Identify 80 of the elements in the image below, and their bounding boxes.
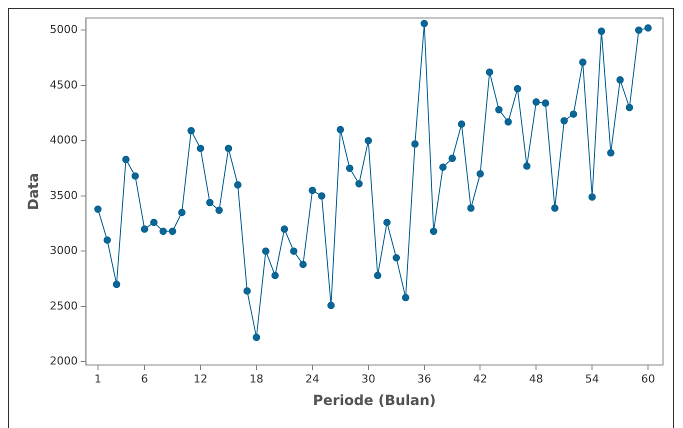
point [495, 106, 503, 114]
point [616, 76, 624, 84]
point [476, 170, 484, 178]
point [598, 28, 606, 35]
x-tick-label: 60 [641, 372, 656, 386]
point [252, 334, 260, 342]
x-tick-label: 42 [473, 372, 488, 386]
point [196, 144, 204, 152]
x-tick-label: 48 [529, 372, 544, 386]
point [308, 186, 316, 194]
point [523, 162, 531, 170]
point [327, 302, 335, 310]
y-tick-label: 2500 [50, 299, 78, 312]
point [588, 193, 596, 201]
point [280, 225, 288, 233]
point [234, 181, 242, 189]
point [299, 260, 307, 268]
point [532, 98, 540, 106]
point [514, 85, 522, 92]
point [402, 294, 410, 302]
point [132, 172, 139, 180]
point [542, 99, 550, 107]
y-tick-label: 5000 [50, 23, 78, 36]
point [364, 136, 372, 144]
point [104, 236, 111, 244]
y-tick-label: 4000 [50, 134, 78, 147]
point [458, 120, 466, 128]
point [355, 180, 363, 188]
x-tick-label: 1 [94, 372, 102, 386]
point [392, 254, 400, 262]
y-tick-label: 3500 [50, 188, 78, 202]
point [215, 206, 223, 214]
x-tick-label: 54 [585, 372, 600, 386]
point [178, 208, 186, 216]
x-tick-label: 12 [193, 372, 208, 386]
point [570, 110, 578, 118]
point [318, 192, 326, 200]
x-tick-label: 30 [361, 372, 376, 386]
point [560, 117, 568, 124]
point [262, 247, 270, 255]
point [411, 140, 419, 148]
point [112, 280, 120, 288]
point [168, 228, 176, 235]
point [150, 218, 158, 226]
y-axis-title: Data [26, 172, 42, 210]
x-axis-title: Periode (Bulan) [312, 393, 436, 410]
point [448, 154, 456, 162]
point [383, 218, 391, 226]
x-tick-label: 6 [141, 372, 148, 386]
point [336, 126, 344, 134]
point [486, 68, 494, 76]
point [346, 164, 354, 172]
y-tick-label: 4500 [50, 78, 78, 92]
point [420, 20, 428, 28]
point [224, 144, 232, 152]
point [122, 156, 130, 164]
point [439, 163, 447, 171]
point [94, 205, 102, 213]
point [159, 228, 167, 235]
x-tick-label: 36 [417, 372, 432, 386]
point [140, 225, 148, 233]
point [430, 228, 438, 235]
point [467, 204, 475, 212]
x-tick-label: 24 [305, 372, 320, 386]
point [635, 26, 642, 34]
point [644, 24, 652, 32]
x-tick-label: 18 [249, 372, 264, 386]
point [290, 247, 298, 255]
point [607, 149, 614, 157]
point [243, 287, 251, 295]
point [579, 58, 587, 66]
point [504, 118, 512, 126]
point [187, 127, 195, 134]
point [374, 272, 382, 280]
point [626, 104, 634, 112]
y-tick-label: 2000 [50, 354, 78, 368]
y-tick-label: 3000 [50, 244, 78, 258]
point [271, 272, 279, 280]
point [206, 198, 214, 206]
point [551, 204, 559, 212]
